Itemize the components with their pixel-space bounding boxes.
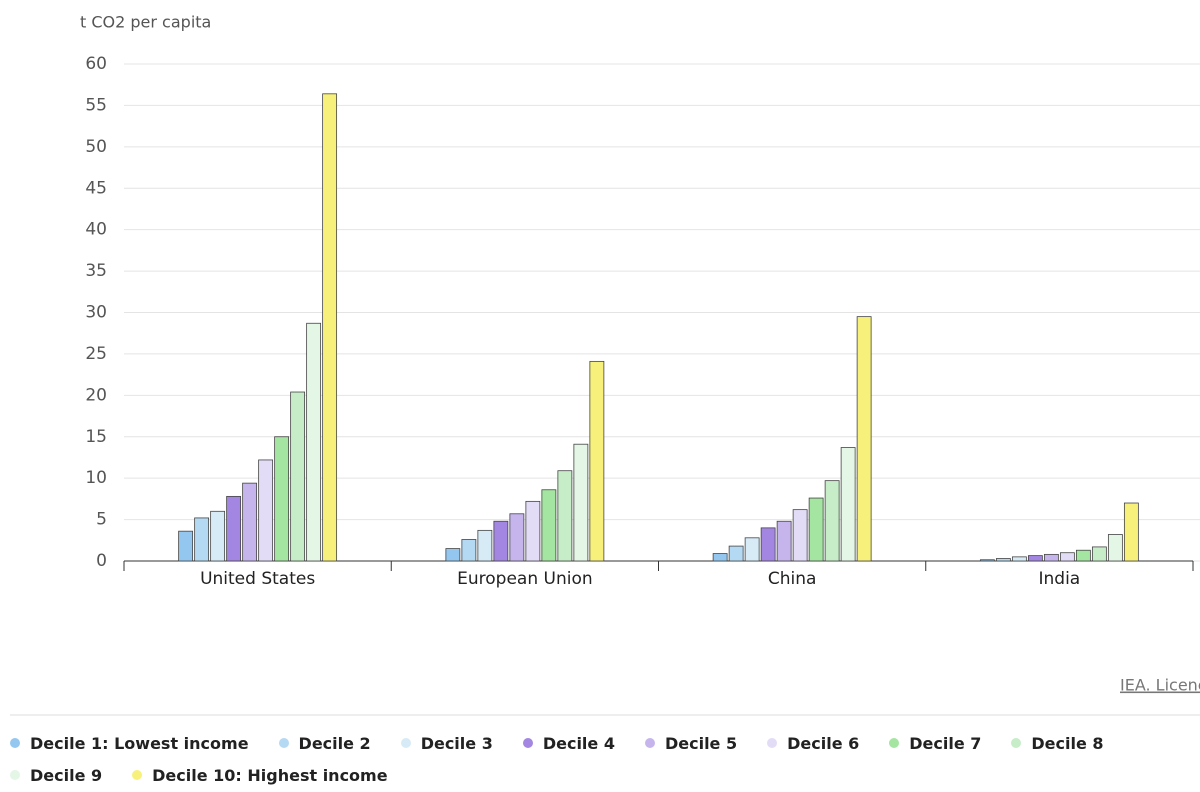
legend-label: Decile 1: Lowest income xyxy=(30,733,249,753)
bar xyxy=(290,391,306,562)
bar xyxy=(477,529,493,562)
legend-item[interactable]: Decile 3 xyxy=(400,733,493,753)
bar xyxy=(306,322,322,562)
bar xyxy=(226,495,242,562)
y-tick-label: 50 xyxy=(85,137,107,157)
y-tick-label: 30 xyxy=(85,303,107,323)
bar xyxy=(1123,502,1139,562)
y-tick-label: 45 xyxy=(85,178,107,198)
legend-item[interactable]: Decile 8 xyxy=(1011,733,1104,753)
bar xyxy=(1043,553,1059,562)
legend-swatch xyxy=(1011,738,1022,748)
bar xyxy=(445,548,461,562)
bar xyxy=(541,489,557,562)
legend-swatch xyxy=(278,738,289,748)
bar xyxy=(1027,555,1043,562)
bar xyxy=(728,545,744,562)
x-tick-label: European Union xyxy=(457,569,593,589)
bar xyxy=(712,553,728,562)
bar xyxy=(1011,556,1027,562)
legend-item[interactable]: Decile 4 xyxy=(522,733,615,753)
bar xyxy=(1059,552,1075,562)
bar xyxy=(525,500,541,562)
legend-item[interactable]: Decile 1: Lowest income xyxy=(10,733,249,753)
bar xyxy=(824,480,840,562)
bar xyxy=(995,558,1011,562)
legend-item[interactable]: Decile 6 xyxy=(767,733,859,753)
legend-label: Decile 6 xyxy=(787,733,860,753)
y-tick-label: 20 xyxy=(85,385,107,405)
y-tick-label: 40 xyxy=(85,220,107,240)
y-tick-label: 55 xyxy=(85,95,107,115)
bar xyxy=(1091,546,1107,562)
bar xyxy=(808,497,824,562)
legend-swatch xyxy=(644,738,655,748)
legend-swatch xyxy=(10,770,20,780)
bar xyxy=(840,447,856,562)
bar xyxy=(509,513,525,562)
y-tick-label: 10 xyxy=(85,468,107,488)
bar xyxy=(461,539,477,562)
legend-label: Decile 3 xyxy=(420,733,493,753)
bar xyxy=(573,443,589,562)
bar xyxy=(242,482,258,562)
legend-label: Decile 4 xyxy=(542,733,615,753)
legend: Decile 1: Lowest income Decile 2 Decile 3 D… xyxy=(10,733,1200,785)
bar xyxy=(210,510,226,562)
x-tick-label: India xyxy=(1039,569,1081,589)
bar xyxy=(760,527,776,562)
legend-swatch xyxy=(522,738,533,748)
bar xyxy=(178,530,194,562)
y-tick-label: 5 xyxy=(96,510,107,530)
bar xyxy=(1075,549,1091,562)
bar xyxy=(979,559,995,562)
y-tick-label: 35 xyxy=(85,261,107,281)
y-tick-label: 60 xyxy=(85,54,107,74)
x-tick-label: China xyxy=(768,569,817,589)
y-axis-label: t CO2 per capita xyxy=(80,13,211,32)
legend-item[interactable]: Decile 7 xyxy=(889,733,981,753)
legend-label: Decile 5 xyxy=(664,733,738,753)
bar xyxy=(792,509,808,562)
bar xyxy=(589,360,605,562)
legend-label: Decile 2 xyxy=(298,733,371,753)
bar xyxy=(744,537,760,562)
bar xyxy=(258,459,274,562)
bar xyxy=(194,517,210,562)
legend-label: Decile 10: Highest income xyxy=(152,765,388,785)
y-tick-label: 0 xyxy=(96,551,107,571)
bar xyxy=(776,520,792,562)
legend-label: Decile 7 xyxy=(909,733,982,753)
legend-swatch xyxy=(132,770,143,780)
legend-label: Decile 8 xyxy=(1031,733,1104,753)
legend-item[interactable]: Decile 9 xyxy=(10,765,102,785)
bar xyxy=(557,470,573,562)
legend-swatch xyxy=(889,738,900,748)
y-tick-label: 15 xyxy=(85,427,107,447)
y-tick-label: 25 xyxy=(85,344,107,364)
legend-swatch xyxy=(10,738,20,748)
bar xyxy=(856,316,872,562)
bar xyxy=(274,436,290,562)
legend-item[interactable]: Decile 2 xyxy=(278,733,371,753)
legend-label: Decile 9 xyxy=(30,765,103,785)
bar xyxy=(1107,534,1123,562)
source-link[interactable]: IEA. Licence: CC BY 4.0 xyxy=(1120,676,1200,695)
bar xyxy=(493,520,509,562)
legend-swatch xyxy=(767,738,778,748)
legend-swatch xyxy=(400,738,411,748)
legend-item[interactable]: Decile 5 xyxy=(644,733,738,753)
bar xyxy=(322,93,338,562)
x-tick-label: United States xyxy=(200,569,315,589)
legend-item[interactable]: Decile 10: Highest income xyxy=(132,765,388,785)
